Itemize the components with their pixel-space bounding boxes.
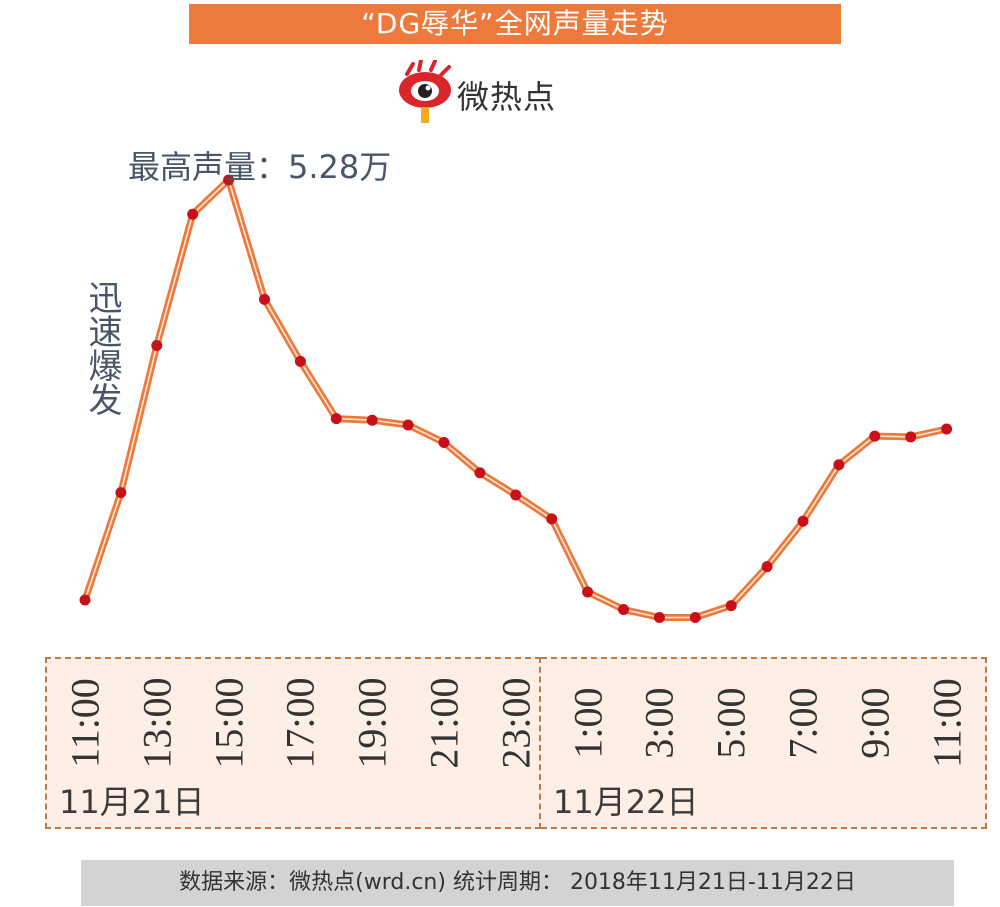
chart-title: “DG辱华”全网声量走势 [189,4,841,44]
data-point [294,355,306,367]
data-point [833,459,845,471]
data-point [402,419,414,431]
x-tick-text: 23:00 [493,677,539,769]
date-band-day1: 11月21日 [45,657,541,829]
x-tick-text: 11:00 [924,678,970,768]
series-line-highlight [84,178,947,619]
data-point [510,489,522,501]
x-tick-label: 3:00 [637,668,682,778]
data-point [366,414,378,426]
data-point [223,174,235,186]
x-tick-text: 5:00 [708,687,754,759]
x-tick-text: 1:00 [565,687,611,759]
data-point [259,293,270,305]
x-tick-text: 11:00 [62,678,108,768]
x-tick-text: 9:00 [852,687,898,759]
x-tick-label: 19:00 [350,668,395,778]
x-tick-label: 21:00 [422,668,467,778]
data-point [115,487,127,499]
brand: 微热点 [395,60,615,124]
data-point [618,604,629,616]
x-tick-text: 7:00 [780,687,826,759]
x-tick-label: 5:00 [709,668,754,778]
data-point [79,594,91,606]
date-band-day2: 11月22日 [541,657,987,829]
x-tick-text: 13:00 [134,677,180,769]
data-point [761,561,773,573]
x-tick-label: 15:00 [206,668,251,778]
date-label-day2: 11月22日 [553,783,699,821]
data-point [689,612,701,623]
data-point [653,612,665,623]
data-point [797,515,809,527]
x-tick-label: 9:00 [852,668,897,778]
data-point [474,467,486,479]
data-point [438,437,450,448]
data-point [869,430,881,442]
data-point [905,431,917,443]
brand-name: 微热点 [457,78,557,116]
x-tick-label: 7:00 [781,668,826,778]
x-tick-label: 17:00 [278,668,323,778]
x-tick-label: 11:00 [924,668,969,778]
x-tick-text: 21:00 [421,677,467,769]
rise-annotation: 迅速爆发 [82,280,122,416]
x-tick-text: 19:00 [349,677,395,769]
data-point [187,208,199,220]
x-tick-text: 3:00 [636,687,682,759]
x-tick-label: 13:00 [134,668,179,778]
x-tick-label: 11:00 [63,668,108,778]
source-footer: 数据来源：微热点(wrd.cn) 统计周期： 2018年11月21日-11月22… [81,860,954,906]
x-tick-label: 1:00 [565,668,610,778]
data-point [941,423,953,435]
data-point [330,413,342,425]
date-label-day1: 11月21日 [59,783,205,821]
series-line [81,176,948,621]
weibo-eye-logo-icon [399,60,451,123]
x-tick-text: 15:00 [206,677,252,769]
data-point [582,586,594,598]
x-tick-label: 23:00 [493,668,538,778]
x-tick-text: 17:00 [277,677,323,769]
peak-annotation: 最高声量：5.28万 [128,148,392,186]
data-point [151,339,163,351]
data-point [725,600,737,612]
data-point [546,513,558,525]
